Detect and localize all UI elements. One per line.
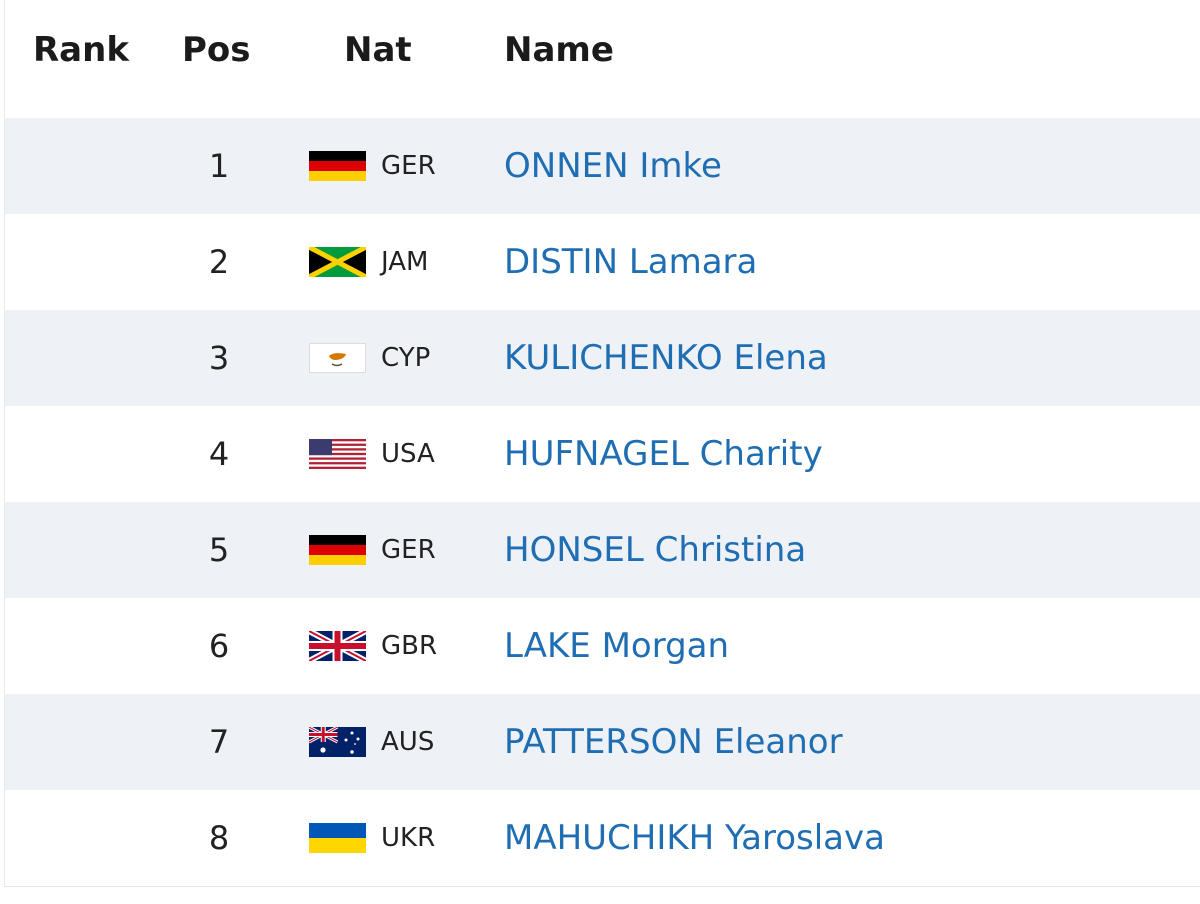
- athlete-name[interactable]: DISTIN Lamara: [504, 242, 758, 282]
- position: 8: [208, 819, 230, 857]
- position: 6: [208, 627, 230, 665]
- nation-code: USA: [381, 439, 435, 469]
- athlete-name[interactable]: HONSEL Christina: [504, 530, 807, 570]
- result-row: 3 CYP KULICHENKO Elena: [5, 310, 1200, 406]
- nation-code: CYP: [381, 343, 431, 373]
- position: 2: [208, 243, 230, 281]
- flag: [309, 439, 366, 469]
- header-cell: Pos: [182, 30, 251, 70]
- result-row: 7 AUS PATTERSON Eleanor: [5, 694, 1200, 790]
- result-row: 4 USA HUFNAGEL Charity: [5, 406, 1200, 502]
- result-row: 1 GER ONNEN Imke: [5, 118, 1200, 214]
- results-table: Rank Pos Nat Name 1 GER ONNEN Imke 2 JAM…: [4, 0, 1200, 887]
- result-row: 6 GBR LAKE Morgan: [5, 598, 1200, 694]
- athlete-name[interactable]: LAKE Morgan: [504, 626, 730, 666]
- result-row: 8 UKR MAHUCHIKH Yaroslava: [5, 790, 1200, 887]
- result-row: 5 GER HONSEL Christina: [5, 502, 1200, 598]
- nation-code: UKR: [381, 823, 436, 853]
- athlete-name[interactable]: PATTERSON Eleanor: [504, 722, 843, 762]
- position: 5: [208, 531, 230, 569]
- flag: [309, 343, 366, 373]
- flag: [309, 247, 366, 277]
- header-cell: Name: [504, 30, 614, 70]
- position: 3: [208, 339, 230, 377]
- position: 7: [208, 723, 230, 761]
- athlete-name[interactable]: ONNEN Imke: [504, 146, 722, 186]
- header-cell: Rank: [33, 30, 129, 70]
- nation-code: JAM: [381, 247, 429, 277]
- flag: [309, 727, 366, 757]
- nation-code: GER: [381, 535, 436, 565]
- nation-code: GBR: [381, 631, 438, 661]
- flag: [309, 631, 366, 661]
- flag: [309, 535, 366, 565]
- nation-code: AUS: [381, 727, 435, 757]
- header-row: Rank Pos Nat Name: [5, 0, 1200, 118]
- nation-code: GER: [381, 151, 436, 181]
- athlete-name[interactable]: MAHUCHIKH Yaroslava: [504, 818, 885, 858]
- header-cell: Nat: [344, 30, 412, 70]
- position: 4: [208, 435, 230, 473]
- athlete-name[interactable]: KULICHENKO Elena: [504, 338, 828, 378]
- athlete-name[interactable]: HUFNAGEL Charity: [504, 434, 823, 474]
- flag: [309, 151, 366, 181]
- flag: [309, 823, 366, 853]
- position: 1: [208, 147, 230, 185]
- result-row: 2 JAM DISTIN Lamara: [5, 214, 1200, 310]
